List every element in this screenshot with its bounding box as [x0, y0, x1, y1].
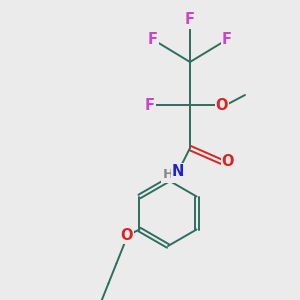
Text: O: O: [222, 154, 234, 169]
Text: H: H: [162, 169, 174, 182]
Text: F: F: [222, 32, 232, 47]
Text: N: N: [172, 164, 184, 179]
Text: F: F: [148, 32, 158, 47]
Text: F: F: [145, 98, 155, 112]
Text: O: O: [216, 98, 228, 112]
Text: F: F: [185, 13, 195, 28]
Text: O: O: [120, 228, 133, 243]
